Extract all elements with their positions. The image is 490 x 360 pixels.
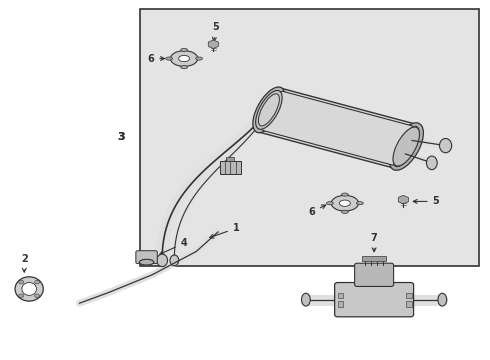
Ellipse shape xyxy=(389,123,423,170)
Text: 4: 4 xyxy=(160,238,188,254)
Ellipse shape xyxy=(166,57,172,60)
Ellipse shape xyxy=(157,254,168,267)
Ellipse shape xyxy=(440,139,452,153)
Bar xyxy=(226,157,234,161)
Text: 5: 5 xyxy=(212,22,219,41)
Text: 6: 6 xyxy=(308,205,326,217)
Ellipse shape xyxy=(22,283,36,296)
Ellipse shape xyxy=(340,200,350,206)
Bar xyxy=(338,301,343,307)
Ellipse shape xyxy=(301,293,310,306)
Bar xyxy=(220,161,241,174)
Ellipse shape xyxy=(326,202,333,205)
Bar xyxy=(406,293,412,298)
Ellipse shape xyxy=(256,90,282,129)
Ellipse shape xyxy=(35,280,40,284)
Ellipse shape xyxy=(357,202,363,205)
Text: 1: 1 xyxy=(210,223,240,238)
Ellipse shape xyxy=(342,193,348,196)
Bar xyxy=(406,301,412,307)
Text: 7: 7 xyxy=(371,233,377,252)
Text: 6: 6 xyxy=(147,54,165,64)
FancyBboxPatch shape xyxy=(255,87,420,169)
Ellipse shape xyxy=(139,259,154,265)
Bar xyxy=(140,9,479,266)
Ellipse shape xyxy=(170,255,179,266)
FancyBboxPatch shape xyxy=(335,283,414,317)
Ellipse shape xyxy=(342,210,348,213)
Ellipse shape xyxy=(35,294,40,298)
Ellipse shape xyxy=(181,66,188,69)
Ellipse shape xyxy=(196,57,202,60)
Ellipse shape xyxy=(258,94,279,126)
FancyBboxPatch shape xyxy=(355,263,393,287)
Ellipse shape xyxy=(179,55,190,62)
FancyBboxPatch shape xyxy=(262,91,414,165)
Text: 2: 2 xyxy=(21,254,27,272)
Text: 3: 3 xyxy=(117,132,124,142)
Bar xyxy=(338,293,343,298)
Ellipse shape xyxy=(393,126,419,167)
Text: 5: 5 xyxy=(413,197,440,206)
Ellipse shape xyxy=(438,293,447,306)
Bar xyxy=(362,256,386,261)
Ellipse shape xyxy=(253,87,285,133)
Ellipse shape xyxy=(19,280,24,284)
Ellipse shape xyxy=(181,48,188,51)
Ellipse shape xyxy=(19,294,24,298)
FancyBboxPatch shape xyxy=(136,251,157,264)
Ellipse shape xyxy=(426,156,437,170)
Text: 3: 3 xyxy=(117,132,124,142)
Ellipse shape xyxy=(331,195,359,211)
Ellipse shape xyxy=(393,127,419,166)
Ellipse shape xyxy=(171,51,198,66)
Ellipse shape xyxy=(15,277,43,301)
